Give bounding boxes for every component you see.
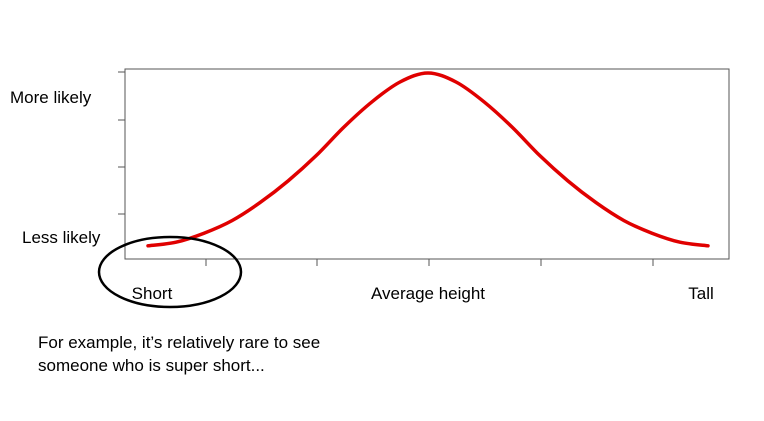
y-axis-ticks bbox=[118, 71, 125, 215]
y-tick-label-less-likely: Less likely bbox=[22, 228, 101, 247]
y-tick-label-more-likely: More likely bbox=[10, 88, 92, 107]
x-axis-ticks bbox=[205, 259, 654, 266]
distribution-curve bbox=[146, 71, 710, 248]
example-note: For example, it’s relatively rare to see… bbox=[38, 333, 321, 375]
short-highlight-ellipse bbox=[97, 235, 243, 309]
x-tick-label-average-height: Average height bbox=[370, 284, 486, 303]
x-tick-label-short: Short bbox=[131, 284, 173, 303]
plot-frame bbox=[124, 68, 730, 260]
x-tick-label-tall: Tall bbox=[688, 284, 714, 303]
